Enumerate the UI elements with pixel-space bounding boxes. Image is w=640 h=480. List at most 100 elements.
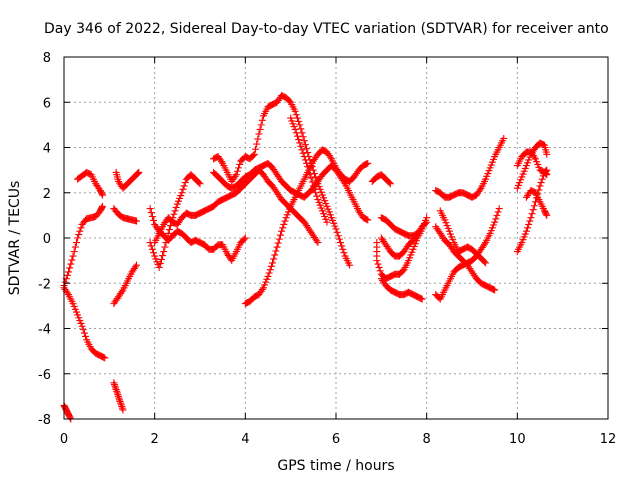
data-point <box>275 235 283 243</box>
data-point <box>253 140 261 148</box>
data-point <box>98 203 106 211</box>
data-point <box>310 185 318 193</box>
data-point <box>314 239 322 247</box>
data-point <box>541 169 549 177</box>
data-point <box>98 190 106 198</box>
data-point <box>119 406 127 414</box>
data-point <box>111 382 119 390</box>
data-point <box>386 180 394 188</box>
data-point <box>418 295 426 303</box>
axis-ticks: 0 2 4 6 8 10 12 -8 -6 -4 -2 0 2 4 6 8 <box>38 51 616 447</box>
x-tick-label: 8 <box>423 432 431 447</box>
data-point <box>493 211 501 219</box>
data-point <box>271 251 279 259</box>
y-axis-label: SDTVAR / TECUs <box>7 181 23 296</box>
data-point <box>307 174 315 182</box>
data-point <box>115 394 123 402</box>
data-point <box>257 121 265 129</box>
data-point <box>266 266 274 274</box>
data-point <box>542 210 550 218</box>
data-point <box>492 215 500 223</box>
data-point <box>301 141 309 149</box>
data-point <box>543 211 551 219</box>
data-point <box>376 267 384 275</box>
series-trace-19 <box>377 214 422 240</box>
series-trace-22 <box>432 223 499 294</box>
data-point <box>116 396 124 404</box>
data-point <box>252 145 260 153</box>
data-point <box>112 384 120 392</box>
data-point <box>117 401 125 409</box>
data-point <box>323 218 331 226</box>
data-point <box>522 227 530 235</box>
data-point <box>279 224 287 232</box>
data-point <box>74 234 82 242</box>
data-point <box>525 220 533 228</box>
data-point <box>527 214 535 222</box>
series-trace-20 <box>368 171 394 188</box>
data-point <box>414 229 422 237</box>
data-point <box>332 225 340 233</box>
data-point <box>61 278 69 286</box>
grid <box>64 57 608 419</box>
data-point <box>482 259 490 267</box>
data-point <box>303 159 311 167</box>
data-point <box>256 125 264 133</box>
data-point <box>335 235 343 243</box>
data-point <box>297 142 305 150</box>
data-point <box>134 170 142 178</box>
data-point <box>296 139 304 147</box>
data-point <box>385 179 393 187</box>
series-trace-2 <box>60 284 109 362</box>
data-point <box>536 182 544 190</box>
data-point <box>218 158 226 166</box>
data-point <box>82 332 90 340</box>
data-point <box>300 137 308 145</box>
data-point <box>529 206 537 214</box>
data-point <box>293 114 301 122</box>
data-point <box>304 163 312 171</box>
data-point <box>240 235 248 243</box>
data-point <box>254 135 262 143</box>
series-trace-4 <box>74 168 107 199</box>
data-point <box>117 399 125 407</box>
data-point <box>346 261 354 269</box>
series-trace-18 <box>377 275 426 303</box>
data-point <box>66 414 74 422</box>
data-point <box>178 189 186 197</box>
data-point <box>159 252 167 260</box>
x-tick-label: 10 <box>509 432 526 447</box>
data-point <box>118 403 126 411</box>
series-trace-25 <box>513 166 551 256</box>
y-tick-label: 4 <box>43 142 51 157</box>
data-point <box>306 170 314 178</box>
data-point <box>272 247 280 255</box>
data-point <box>71 243 79 251</box>
data-point <box>258 116 266 124</box>
data-point <box>310 170 318 178</box>
data-point <box>299 133 307 141</box>
series-trace-14 <box>241 146 372 308</box>
data-point <box>133 217 141 225</box>
series-trace-11 <box>151 166 322 247</box>
data-point <box>133 170 141 178</box>
series-trace-17 <box>377 218 431 260</box>
series-trace-23 <box>432 134 508 201</box>
series-trace-27 <box>513 148 551 179</box>
series-trace-7 <box>110 261 141 308</box>
data-point <box>258 285 266 293</box>
data-point <box>265 269 273 277</box>
data-point <box>131 263 139 271</box>
data-point <box>170 210 178 218</box>
y-tick-label: 0 <box>43 232 51 247</box>
data-point <box>295 136 303 144</box>
data-point <box>78 322 86 330</box>
data-point <box>77 224 85 232</box>
series-trace-10 <box>146 205 249 265</box>
data-point <box>495 205 503 213</box>
x-axis-label: GPS time / hours <box>277 458 394 474</box>
series-trace-8 <box>110 205 141 225</box>
data-point <box>99 202 107 210</box>
x-tick-label: 4 <box>241 432 249 447</box>
